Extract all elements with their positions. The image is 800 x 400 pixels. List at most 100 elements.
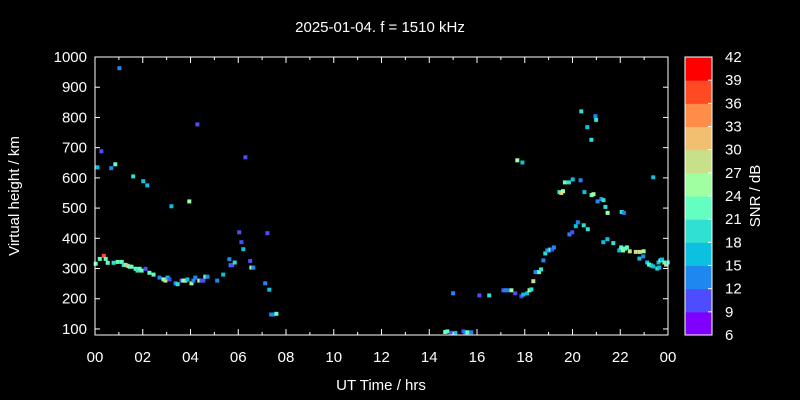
axes: 00 02 04 06 08 10 12 14 16 18 20 22 0010020030040050… xyxy=(54,49,677,366)
data-point xyxy=(601,198,606,203)
colorbar-tick-label: 36 xyxy=(725,95,742,112)
y-tick-label: 600 xyxy=(62,170,87,187)
data-point xyxy=(193,275,198,280)
data-point xyxy=(99,149,104,154)
data-point xyxy=(505,288,510,293)
data-point xyxy=(173,281,178,286)
data-point xyxy=(111,260,116,265)
data-point xyxy=(187,199,192,204)
data-point xyxy=(119,259,124,264)
data-point xyxy=(657,265,662,270)
data-point xyxy=(181,278,186,283)
data-point xyxy=(578,178,583,183)
x-tick-label: 14 xyxy=(421,349,438,366)
data-point xyxy=(567,232,572,237)
data-point xyxy=(115,259,120,264)
data-point xyxy=(641,249,646,254)
colorbar-tick-label: 18 xyxy=(725,234,742,251)
data-point xyxy=(469,330,474,335)
data-point xyxy=(117,66,122,71)
data-point xyxy=(513,291,518,296)
colorbar-swatch xyxy=(685,57,712,81)
data-point xyxy=(135,268,140,273)
data-point xyxy=(197,278,202,283)
colorbar-swatch xyxy=(685,103,712,127)
data-point xyxy=(566,180,571,185)
colorbar-tick-label: 15 xyxy=(725,258,742,275)
data-point xyxy=(205,274,210,279)
data-point xyxy=(533,270,538,275)
colorbar-swatch xyxy=(685,265,712,290)
data-point xyxy=(157,275,162,280)
data-point xyxy=(515,158,520,163)
data-point xyxy=(599,197,604,201)
data-point xyxy=(143,266,148,271)
x-tick-label: 16 xyxy=(469,349,486,366)
data-point xyxy=(169,204,174,209)
data-point xyxy=(593,114,598,119)
data-point xyxy=(145,183,150,188)
data-point xyxy=(105,260,110,265)
data-point xyxy=(221,272,226,277)
data-point xyxy=(477,293,482,298)
data-point xyxy=(263,281,268,286)
data-point xyxy=(270,312,275,317)
y-tick-label: 200 xyxy=(62,291,87,308)
colorbar-swatch xyxy=(685,149,712,174)
data-point xyxy=(543,251,548,256)
colorbar-swatch xyxy=(685,219,712,243)
data-point xyxy=(227,257,232,262)
y-tick-label: 100 xyxy=(62,321,87,338)
data-point xyxy=(215,278,220,283)
data-point xyxy=(582,190,587,195)
data-point xyxy=(619,210,624,214)
y-tick-label: 800 xyxy=(62,109,87,126)
data-point xyxy=(141,179,146,184)
colorbar-tick-label: 30 xyxy=(725,142,742,159)
data-point xyxy=(175,282,180,287)
data-point xyxy=(443,330,448,334)
data-point xyxy=(621,210,626,215)
data-point xyxy=(520,160,525,165)
data-point xyxy=(529,287,534,292)
data-point xyxy=(611,241,616,246)
colorbar-tick-label: 12 xyxy=(725,281,742,298)
data-point xyxy=(203,274,208,279)
data-point xyxy=(113,162,118,167)
data-point xyxy=(645,260,650,265)
data-point xyxy=(579,109,584,114)
data-point xyxy=(537,270,542,275)
data-point xyxy=(551,245,556,250)
colorbar-tick-label: 27 xyxy=(725,165,742,182)
data-point xyxy=(189,281,194,286)
data-point xyxy=(521,292,526,297)
x-tick-label: 20 xyxy=(564,349,581,366)
data-point xyxy=(562,180,567,185)
x-tick-label: 06 xyxy=(230,349,247,366)
data-point xyxy=(191,278,196,283)
data-point xyxy=(195,122,200,127)
data-point xyxy=(637,249,642,254)
data-point xyxy=(465,330,470,335)
data-point xyxy=(230,263,235,268)
data-point xyxy=(575,220,580,225)
data-point xyxy=(651,264,656,269)
data-point xyxy=(637,256,642,261)
data-point xyxy=(274,311,279,316)
data-point xyxy=(585,227,590,232)
x-tick-label: 04 xyxy=(182,349,199,366)
data-point xyxy=(449,330,454,335)
colorbar-swatch xyxy=(685,311,712,336)
data-point xyxy=(487,293,492,298)
data-point xyxy=(463,330,468,335)
data-point xyxy=(664,262,669,267)
data-point xyxy=(139,268,144,273)
data-point xyxy=(550,247,555,252)
y-tick-label: 400 xyxy=(62,230,87,247)
y-tick-label: 300 xyxy=(62,261,87,278)
data-point xyxy=(101,253,106,258)
data-point xyxy=(619,245,624,250)
colorbar-tick-label: 24 xyxy=(725,188,742,205)
data-point xyxy=(445,329,450,334)
data-point xyxy=(451,291,456,296)
